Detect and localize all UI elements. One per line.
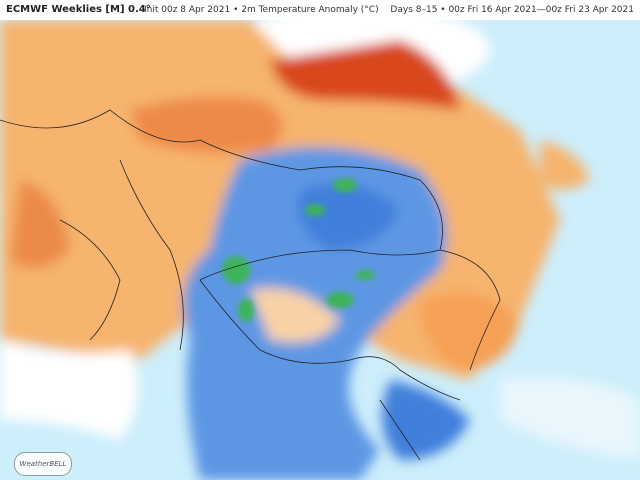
header: ECMWF Weeklies [M] 0.4° Init 00z 8 Apr 2… <box>0 0 640 20</box>
strong-cold-spots <box>222 178 375 322</box>
valid-time: Days 8–15 • 00z Fri 16 Apr 2021—00z Fri … <box>390 5 634 15</box>
logo: WeatherBELL <box>14 452 72 476</box>
anomaly-map <box>0 20 640 480</box>
anomaly-fields <box>0 20 640 480</box>
borders <box>0 109 501 461</box>
map-subtitle: Init 00z 8 Apr 2021 • 2m Temperature Ano… <box>144 5 379 15</box>
map-title: ECMWF Weeklies [M] 0.4° <box>6 4 151 15</box>
